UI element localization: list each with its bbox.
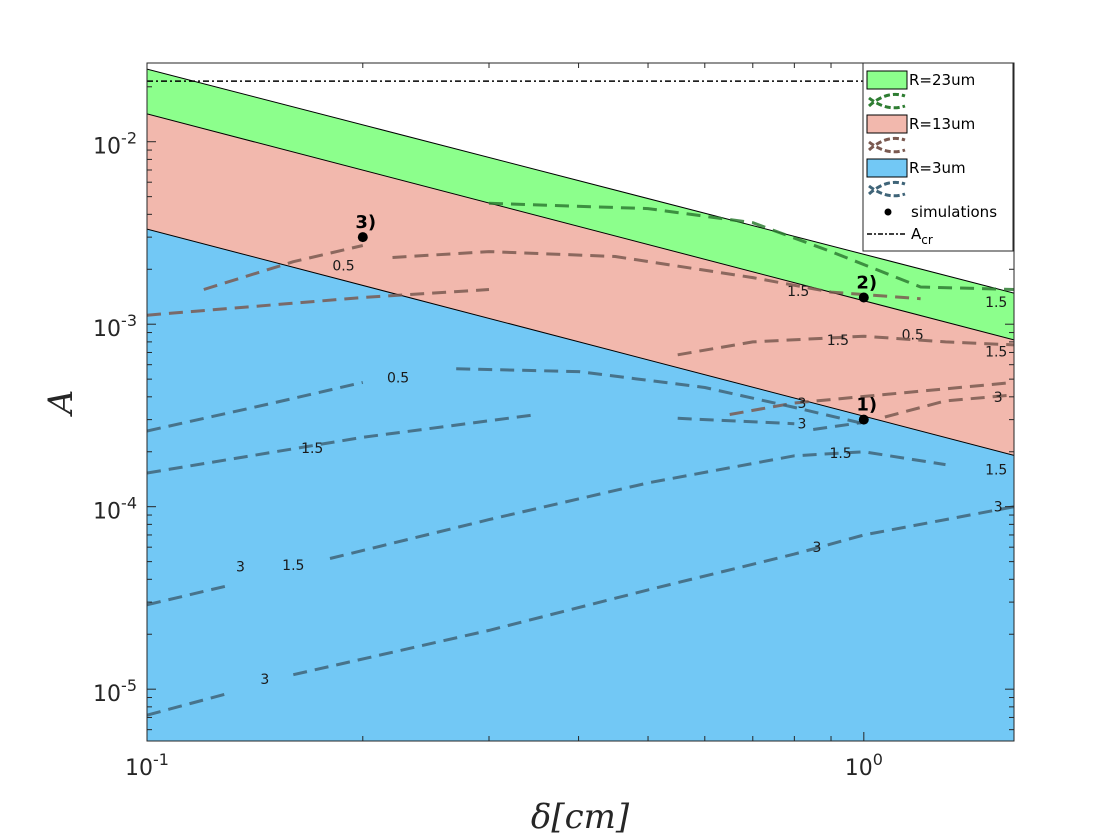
legend-contour-icon-5	[868, 180, 906, 196]
legend-patch-2	[866, 114, 908, 134]
contour-label-2-5: 1.5	[282, 558, 304, 574]
contour-label-0-2: 1.5	[787, 284, 809, 300]
contour-line-1-3	[677, 334, 1014, 357]
simulation-label-2: 2)	[856, 273, 877, 294]
legend-patch-4	[866, 158, 908, 178]
legend-contour-icon-lower-1	[868, 96, 906, 110]
contour-label-2-3: 1.5	[985, 462, 1007, 478]
contour-line-1-1	[392, 250, 921, 301]
contour-label-1-3: 1.5	[985, 344, 1007, 360]
contour-line-2-7	[812, 420, 865, 431]
y-tick-label-2: 10-3	[93, 311, 137, 342]
legend-label-0: R=23um	[909, 71, 975, 89]
region-boundary-0	[147, 68, 1014, 294]
legend-label-4: R=3um	[909, 159, 966, 177]
simulation-points-layer: 1) 2) 3)	[355, 212, 877, 425]
legend-dot-6	[884, 208, 892, 216]
simulation-point-3	[357, 232, 368, 243]
contour-line-2-1	[456, 367, 865, 426]
region-2	[147, 229, 1014, 741]
region-boundary-1	[147, 113, 1014, 341]
legend-patch-0	[866, 70, 908, 90]
simulation-label-1: 1)	[856, 395, 877, 416]
contour-line-1-0	[203, 244, 364, 291]
y-tick-label-1: 10-4	[93, 494, 137, 525]
regions-layer	[147, 68, 1014, 741]
legend-box	[862, 62, 1014, 252]
legend-label-6: simulations	[911, 203, 997, 221]
legend-contour-icon-lower-5	[868, 184, 906, 198]
contour-line-0-0	[488, 201, 1014, 291]
simulation-label-3: 3)	[355, 212, 376, 233]
simulation-point-1	[858, 414, 869, 425]
legend: R=23um R=13um R=3um simulations Acr	[862, 62, 1014, 252]
legend-contour-icon-3	[868, 136, 906, 152]
x-tick-label-1: 100	[845, 750, 883, 781]
legend-label-2: R=13um	[909, 115, 975, 133]
contour-line-2-5	[147, 691, 230, 717]
contour-label-2-0: 0.5	[387, 371, 409, 387]
contour-line-2-8	[677, 416, 795, 426]
region-1	[147, 113, 1014, 456]
contour-label-2-9: 3	[260, 672, 269, 688]
plot-frame	[146, 62, 1015, 742]
y-tick-label-0: 10-5	[93, 676, 137, 707]
ticks-layer: 10-1 100 10-5 10-4 10-3 10-2	[93, 63, 1014, 781]
legend-contour-icon-1	[868, 92, 906, 108]
contour-label-2-7: 3	[812, 540, 821, 556]
contour-label-2-4: 3	[798, 417, 807, 433]
contour-line-2-3	[147, 584, 230, 607]
contour-line-1-2	[147, 288, 490, 317]
contour-label-2-2: 1.5	[829, 446, 851, 462]
y-tick-label-3: 10-2	[93, 129, 137, 160]
legend-label-7: Acr	[911, 225, 933, 247]
contour-label-1-2: 3	[798, 396, 807, 412]
legend-contour-icon-lower-3	[868, 140, 906, 154]
contour-label-1-4: 3	[994, 390, 1003, 406]
contour-label-2-8: 3	[994, 500, 1003, 516]
region-boundary-2	[147, 228, 1014, 456]
contour-line-2-2	[147, 413, 538, 475]
contour-label-2-6: 3	[236, 560, 245, 576]
x-tick-label-0: 10-1	[125, 750, 169, 781]
contour-label-1-0: 0.5	[332, 258, 354, 274]
contour-label-2-1: 1.5	[301, 441, 323, 457]
contour-label-1-1: 1.5	[827, 333, 849, 349]
contour-label-0-0: 1.5	[985, 295, 1007, 311]
x-axis-title: δ[cm]	[531, 797, 630, 837]
simulation-point-2	[858, 292, 869, 303]
y-axis-title: A	[41, 390, 81, 418]
region-0	[147, 69, 1014, 340]
contour-line-2-6	[292, 505, 1014, 677]
contour-line-2-4	[329, 450, 946, 560]
